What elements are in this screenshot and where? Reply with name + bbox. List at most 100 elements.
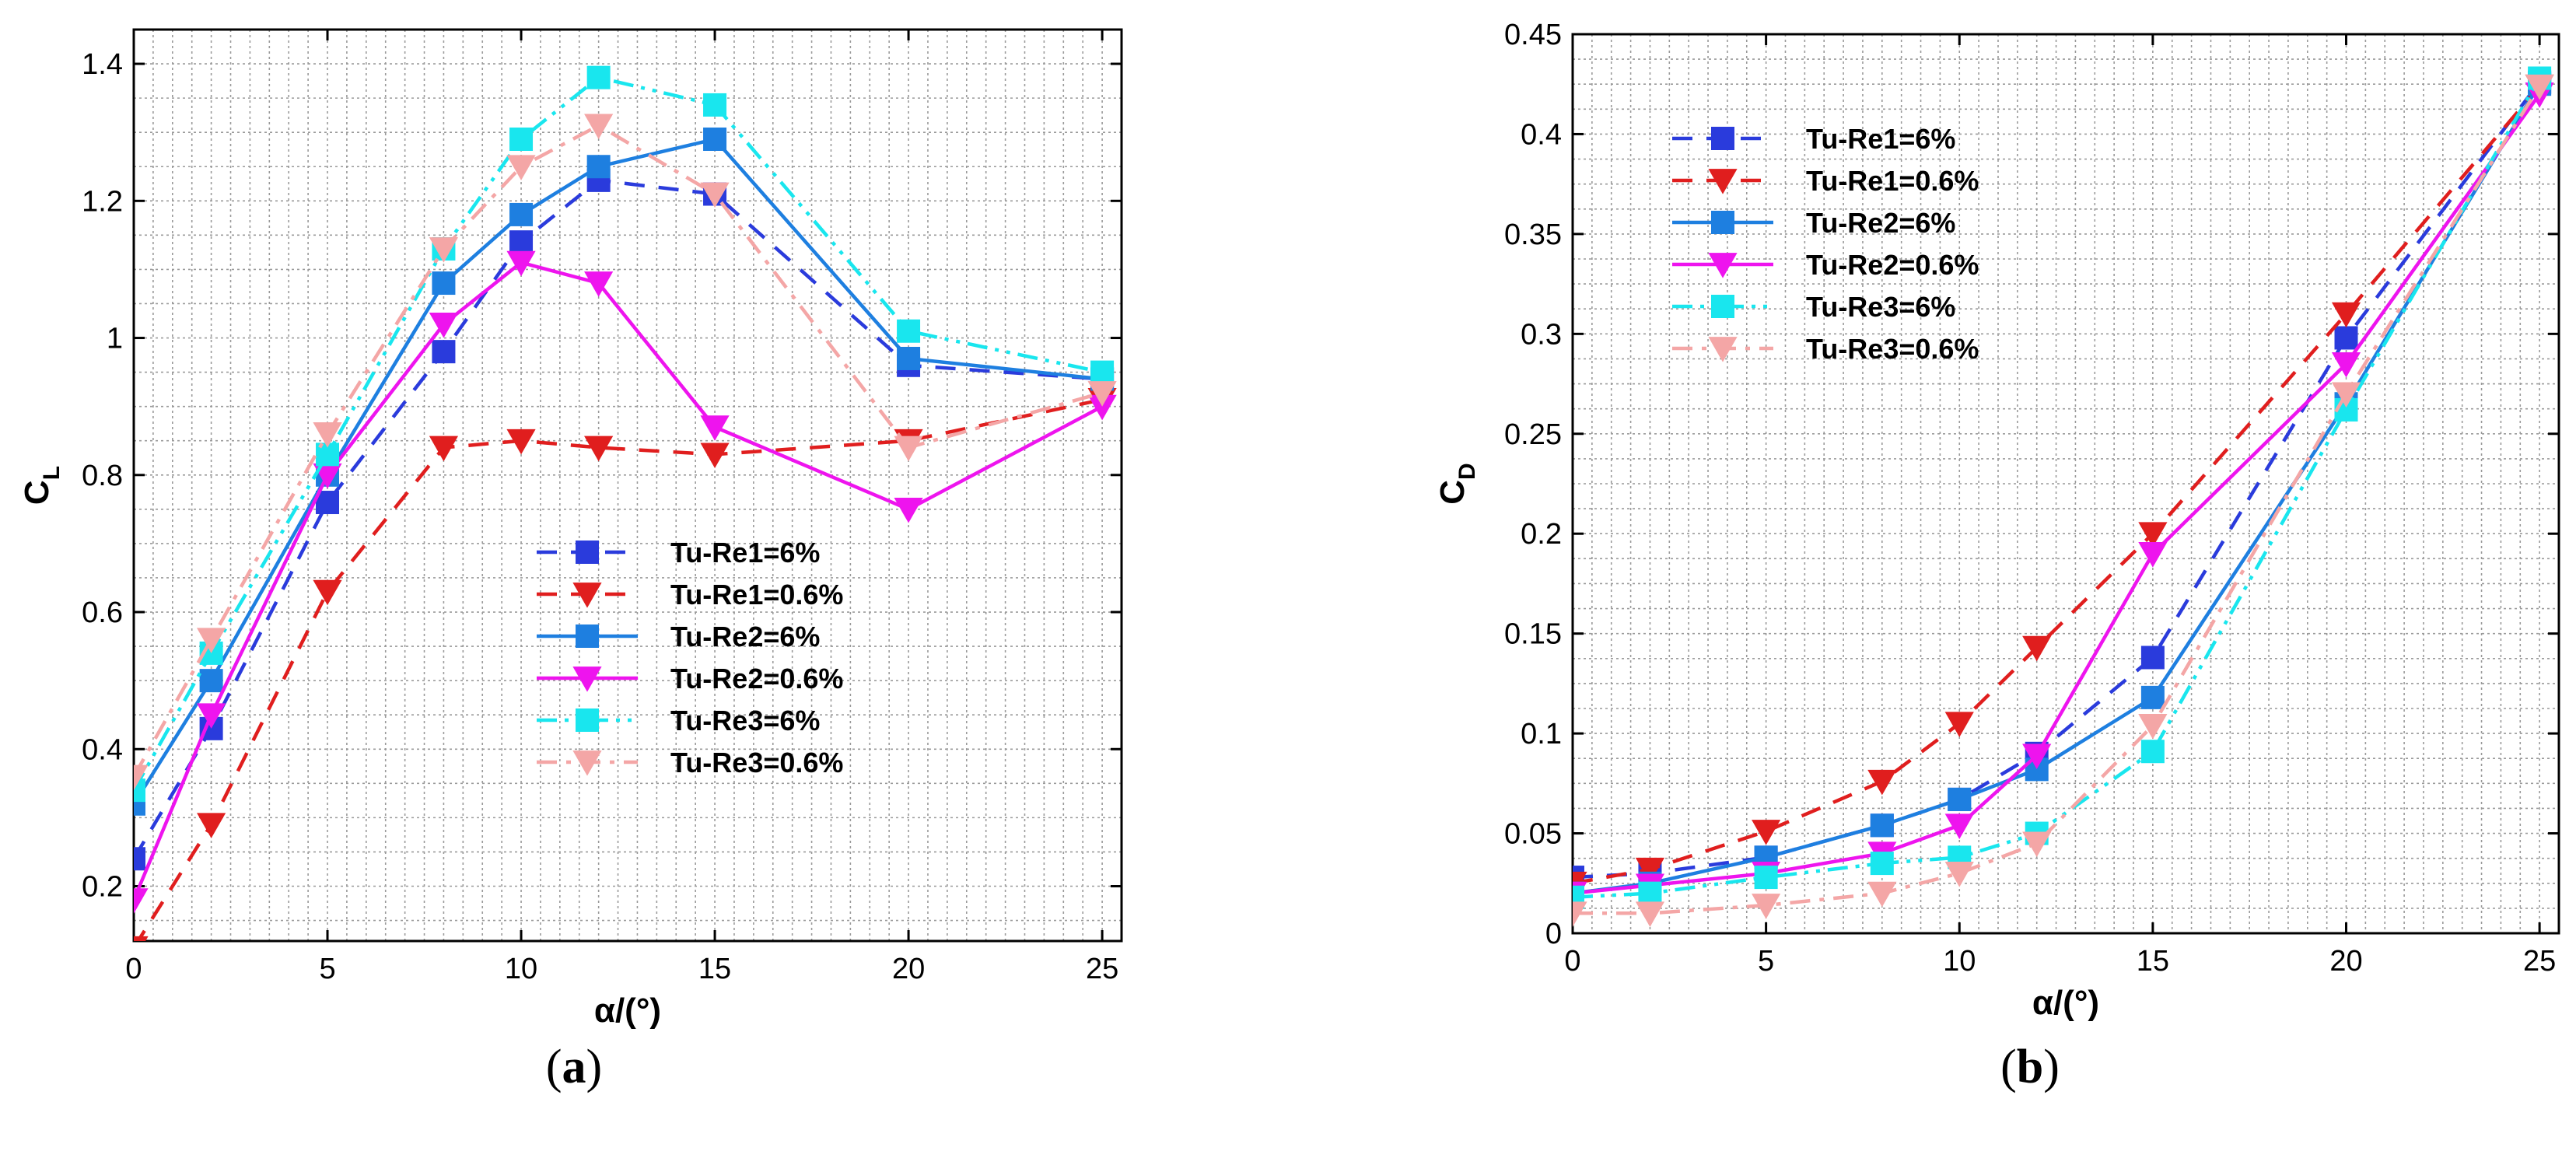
data-point: [703, 93, 727, 117]
data-point: [700, 443, 730, 469]
grid: [133, 29, 1122, 941]
data-point: [586, 65, 611, 89]
legend-marker: [1711, 127, 1734, 150]
y-axis-title-subscript: D: [1454, 463, 1480, 480]
y-tick-label: 0.2: [1521, 518, 1562, 551]
y-axis-title-main: C: [1433, 480, 1472, 505]
y-tick-label: 0.15: [1504, 618, 1562, 651]
data-point: [197, 628, 226, 653]
series-Tu-Re1=0.6%: [134, 387, 1117, 941]
y-tick-label: 1.2: [82, 185, 123, 218]
legend-label: Tu-Re2=6%: [1806, 207, 1955, 239]
plot-frame: [132, 28, 1123, 943]
series-Tu-Re1=0.6%: [1573, 74, 2554, 897]
data-point: [509, 230, 534, 254]
data-point: [1752, 894, 1781, 919]
data-point: [2022, 743, 2052, 770]
series-line: [134, 123, 1103, 778]
data-point: [1573, 901, 1587, 927]
legend-marker: [576, 624, 599, 648]
data-point: [1087, 381, 1117, 407]
data-point: [134, 847, 145, 871]
legend-marker: [572, 666, 602, 692]
data-point: [2140, 740, 2165, 764]
panel-label: (b): [2000, 1041, 2060, 1093]
data-point: [197, 703, 226, 729]
data-point: [313, 422, 342, 448]
data-point: [894, 497, 923, 523]
x-tick-label: 0: [125, 953, 142, 985]
x-tick-label: 25: [2523, 945, 2556, 978]
series-Tu-Re3=0.6%: [134, 114, 1117, 791]
data-point: [2022, 831, 2052, 858]
data-point: [134, 936, 149, 941]
panel-label-letter: a: [562, 1041, 586, 1093]
panel-label: (a): [546, 1041, 602, 1093]
y-tick-label: 0.4: [82, 733, 123, 766]
data-point: [2138, 542, 2168, 568]
legend-label: Tu-Re1=6%: [670, 537, 820, 569]
x-tick-label: 20: [2329, 945, 2362, 978]
data-point: [313, 579, 342, 606]
x-axis-title: α/(°): [594, 992, 661, 1030]
data-point: [1867, 769, 1897, 796]
legend-label: Tu-Re3=6%: [1806, 291, 1955, 323]
data-point: [2331, 352, 2361, 378]
data-point: [700, 182, 730, 208]
data-point: [429, 436, 459, 462]
y-axis-title: CL: [18, 466, 65, 505]
data-point: [1635, 901, 1665, 927]
data-point: [586, 155, 611, 179]
legend-label: Tu-Re2=6%: [670, 621, 820, 652]
data-point: [894, 436, 923, 462]
y-tick-label: 0.8: [82, 460, 123, 492]
x-tick-label: 10: [1943, 945, 1976, 978]
legend-marker: [576, 708, 599, 732]
y-axis-title-main: C: [18, 480, 56, 505]
y-tick-label: 0.25: [1504, 418, 1562, 451]
panel-label-close-paren: ): [2043, 1041, 2060, 1093]
legend-label: Tu-Re1=0.6%: [1806, 165, 1979, 197]
panel-label-open-paren: (: [546, 1041, 562, 1093]
data-point: [1944, 712, 1974, 737]
x-tick-label: 0: [1564, 945, 1580, 978]
panel-label-letter: b: [2017, 1041, 2043, 1093]
y-tick-label: 1.4: [82, 48, 123, 81]
data-point: [134, 888, 149, 914]
series-line: [1573, 83, 2542, 895]
data-point: [1752, 820, 1781, 845]
x-tick-label: 25: [1086, 953, 1118, 985]
data-point: [134, 764, 149, 791]
data-point: [506, 155, 536, 180]
legend-marker: [1711, 211, 1734, 234]
y-tick-label: 0.4: [1521, 118, 1562, 151]
legend-label: Tu-Re1=6%: [1806, 123, 1955, 155]
series-Tu-Re3=0.6%: [1573, 74, 2554, 927]
data-point: [584, 436, 614, 462]
data-point: [2525, 74, 2554, 100]
y-tick-label: 0.3: [1521, 318, 1562, 351]
legend-marker: [572, 750, 602, 776]
data-point: [1638, 881, 1662, 905]
data-point: [432, 271, 456, 296]
data-point: [432, 340, 456, 364]
y-tick-label: 0.45: [1504, 19, 1562, 51]
data-point: [1087, 394, 1117, 421]
data-point: [897, 319, 921, 343]
data-point: [1635, 857, 1665, 883]
data-point: [1944, 862, 1974, 887]
legend-label: Tu-Re2=0.6%: [670, 663, 843, 694]
y-tick-label: 0.05: [1504, 818, 1562, 851]
data-point: [2138, 713, 2168, 740]
legend-marker: [576, 541, 599, 564]
chart-panel-b: 0 5 10 15 20 25 0 0.05 0.1 0.15 0.2 0.25 0.3 0.35 0.4 0…: [1433, 19, 2560, 1093]
y-tick-label: 0.6: [82, 596, 123, 629]
legend-marker: [1708, 253, 1738, 278]
data-point: [1090, 360, 1115, 384]
y-tick-label: 0.2: [82, 871, 123, 904]
data-point: [1870, 813, 1894, 838]
data-point: [429, 237, 459, 263]
data-point: [1948, 787, 1972, 811]
x-tick-label: 15: [698, 953, 731, 985]
